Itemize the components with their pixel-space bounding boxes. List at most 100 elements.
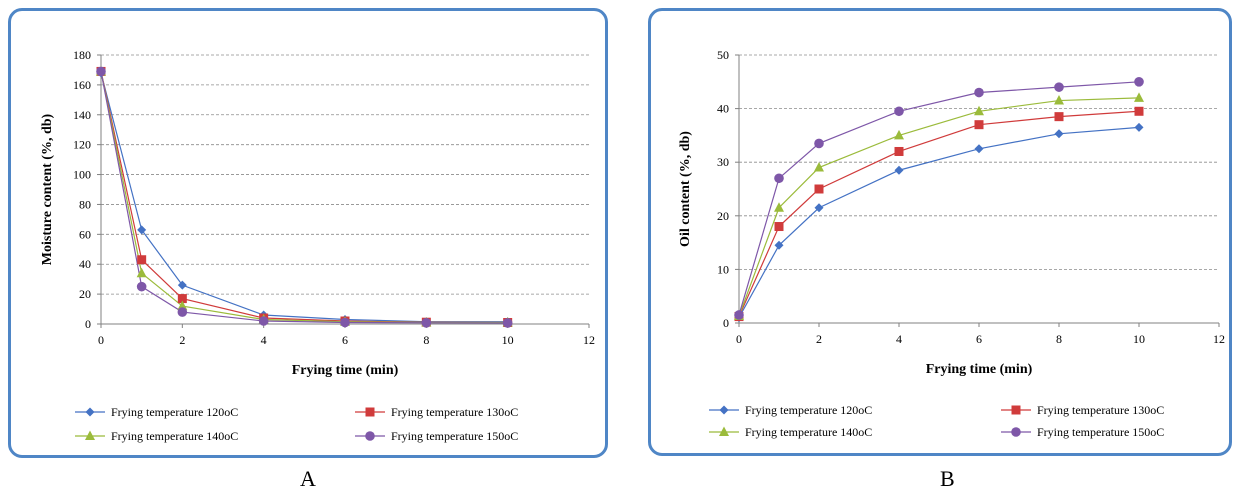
series-line [100, 71, 508, 324]
data-point [974, 144, 984, 154]
x-tick-label: 12 [583, 333, 595, 347]
data-point [1054, 82, 1064, 92]
x-tick-label: 8 [423, 333, 429, 347]
y-tick-label: 0 [85, 317, 91, 331]
y-tick-label: 50 [717, 48, 729, 62]
data-point [177, 280, 187, 290]
oil-chart: 0 10 20 30 40 50 0 2 4 6 8 10 12 Frying time (min) Oil… [678, 48, 1225, 439]
data-point [814, 203, 824, 213]
x-tick-label: 12 [1213, 332, 1225, 346]
data-point [774, 240, 784, 250]
panel-label-b: B [940, 466, 955, 491]
y-tick-label: 0 [723, 316, 729, 330]
y-axis-title: Moisture content (%, db) [40, 113, 55, 265]
y-tick-label: 20 [717, 209, 729, 223]
data-point [1054, 95, 1064, 105]
data-point [1054, 129, 1064, 139]
data-point [1134, 106, 1144, 116]
y-tick-label: 30 [717, 155, 729, 169]
y-axis-title: Oil content (%, db) [678, 131, 693, 247]
data-point [974, 105, 984, 116]
x-tick-label: 6 [342, 333, 348, 347]
data-point [1134, 122, 1144, 132]
x-tick-label: 8 [1056, 332, 1062, 346]
x-tick-label: 10 [502, 333, 514, 347]
x-tick-label: 4 [896, 332, 902, 346]
series-line [738, 110, 1140, 317]
data-point [894, 129, 904, 140]
y-tick-label: 80 [79, 197, 91, 211]
data-point [136, 267, 147, 278]
legend-marker [719, 405, 729, 415]
legend-marker [719, 426, 729, 436]
data-point [814, 162, 824, 172]
legend-marker [85, 407, 95, 417]
data-point [774, 173, 784, 184]
y-tick-label: 180 [73, 48, 91, 62]
legend-entry: Frying temperature 140oC [111, 429, 238, 443]
x-axis-title: Frying time (min) [926, 362, 1033, 377]
x-tick-label: 2 [816, 332, 822, 346]
panel-label-a: A [300, 466, 316, 491]
data-point [814, 138, 824, 149]
data-point [258, 316, 269, 326]
data-point [974, 120, 984, 130]
series-line [738, 81, 1140, 316]
legend-marker [85, 430, 95, 440]
y-tick-label: 140 [73, 108, 91, 122]
legend-marker [1011, 405, 1021, 415]
y-tick-label: 40 [717, 102, 729, 116]
legend-entry: Frying temperature 130oC [1037, 403, 1164, 417]
x-tick-label: 6 [976, 332, 982, 346]
legend-entry: Frying temperature 140oC [745, 425, 872, 439]
data-point [1054, 112, 1064, 122]
data-point [1134, 77, 1144, 87]
legend-entry: Frying temperature 130oC [391, 405, 518, 419]
chart-panel-b: 0 10 20 30 40 50 0 2 4 6 8 10 12 Frying time (min) Oil… [648, 8, 1232, 456]
y-tick-label: 10 [717, 262, 729, 276]
x-tick-label: 10 [1133, 332, 1145, 346]
data-point [774, 222, 784, 232]
data-point [814, 184, 824, 194]
series-line [100, 72, 508, 323]
data-point [894, 165, 904, 175]
y-tick-label: 60 [79, 227, 91, 241]
y-tick-label: 40 [79, 257, 91, 271]
x-tick-label: 4 [261, 333, 267, 347]
legend-entry: Frying temperature 150oC [1037, 425, 1164, 439]
legend-entry: Frying temperature 120oC [745, 403, 872, 417]
y-tick-label: 160 [73, 78, 91, 92]
data-point [137, 255, 147, 265]
x-tick-label: 0 [736, 332, 742, 346]
data-point [136, 281, 147, 292]
data-point [177, 300, 188, 311]
x-axis-title: Frying time (min) [292, 363, 399, 378]
y-tick-label: 20 [79, 287, 91, 301]
y-tick-label: 100 [73, 168, 91, 182]
data-point [774, 202, 784, 212]
x-tick-label: 2 [179, 333, 185, 347]
data-point [974, 87, 984, 98]
chart-panel-a: 0 20 40 60 80 100 120 140 160 180 0 2 4 6 8 10 12 Frying … [8, 8, 608, 458]
data-point [502, 318, 513, 328]
legend-entry: Frying temperature 120oC [111, 405, 238, 419]
data-point [734, 310, 744, 320]
moisture-chart: 0 20 40 60 80 100 120 140 160 180 0 2 4 6 8 10 12 Frying … [40, 48, 595, 443]
legend-marker [1011, 427, 1021, 437]
legend-marker [365, 431, 375, 441]
legend-entry: Frying temperature 150oC [391, 429, 518, 443]
data-point [177, 294, 187, 304]
data-point [137, 225, 147, 235]
series-line [738, 126, 1140, 318]
data-point [177, 307, 188, 317]
data-point [894, 146, 904, 156]
data-point [894, 106, 904, 117]
data-point [340, 317, 350, 328]
data-point [96, 66, 106, 77]
legend-marker [365, 407, 375, 417]
series-line [100, 71, 508, 324]
data-point [1134, 92, 1144, 102]
data-point [421, 318, 432, 328]
series-line [100, 71, 508, 324]
x-tick-label: 0 [98, 333, 104, 347]
